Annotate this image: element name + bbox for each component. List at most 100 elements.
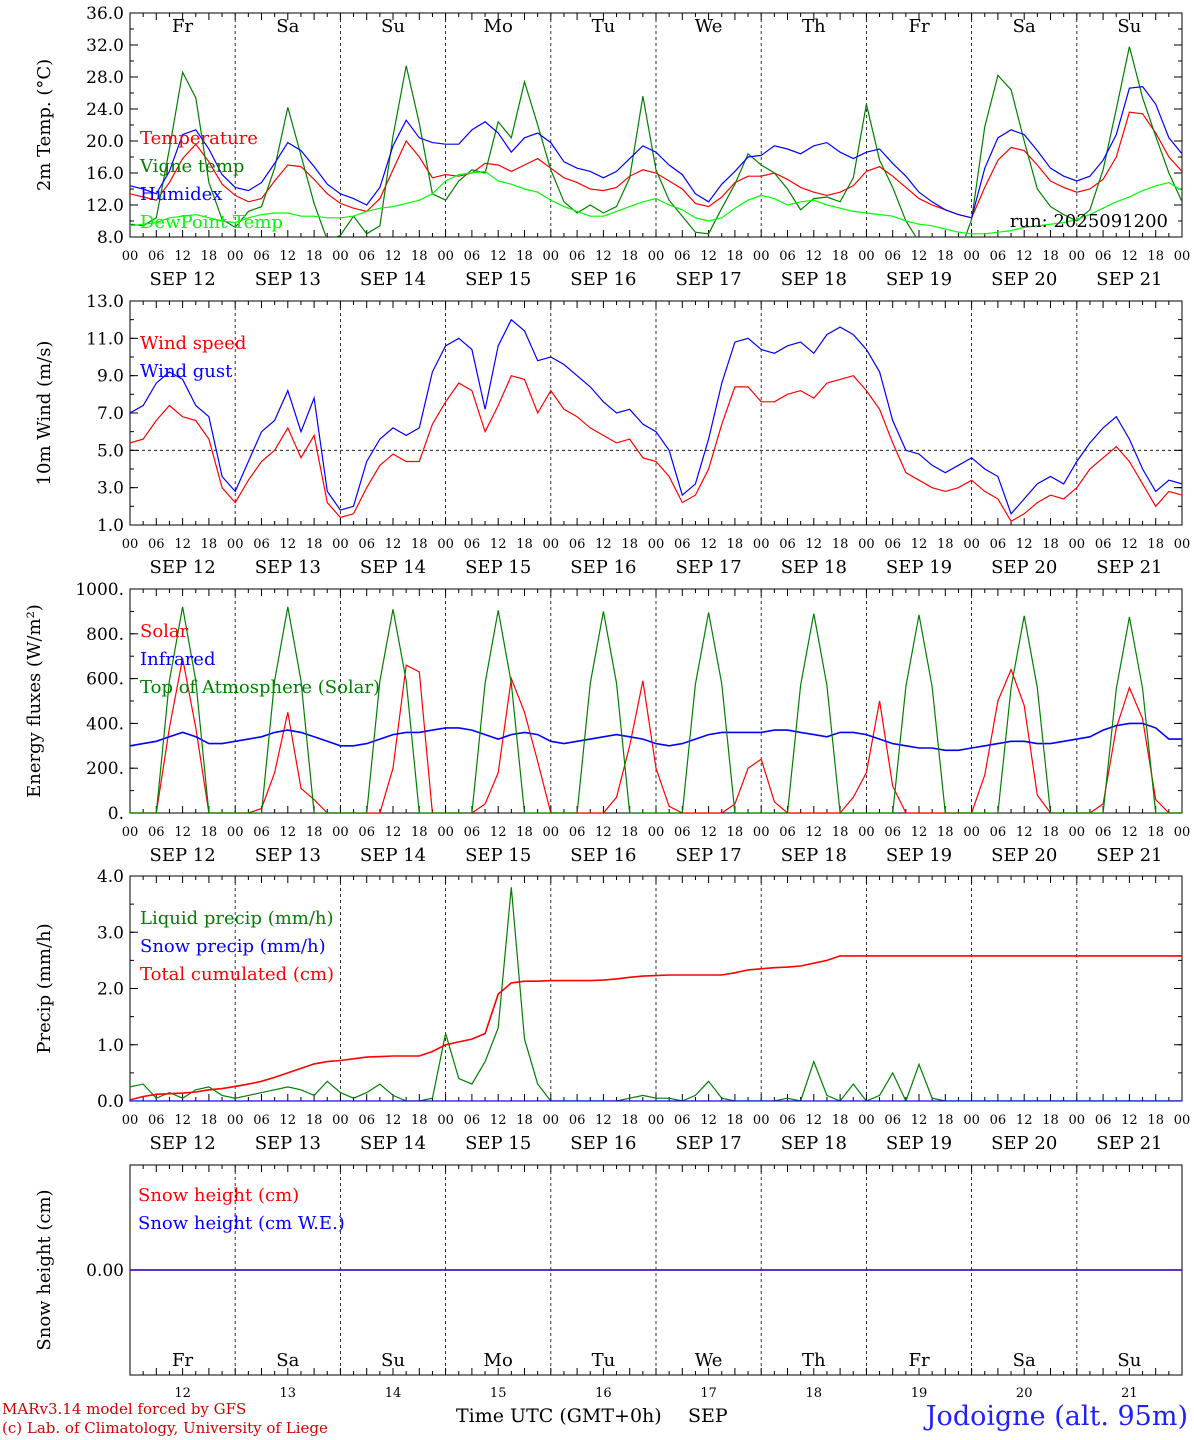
- day-of-week-label: Su: [381, 16, 405, 37]
- x-hour-label: 06: [1095, 825, 1112, 840]
- x-day-number-label: 18: [806, 1386, 823, 1401]
- x-hour-label: 12: [595, 825, 612, 840]
- x-date-label: SEP 15: [465, 269, 531, 290]
- series-line-humidex: [130, 85, 1182, 219]
- day-of-week-label: Mo: [484, 16, 513, 37]
- x-hour-label: 12: [595, 249, 612, 264]
- x-hour-label: 00: [858, 537, 875, 552]
- y-tick-label: 36.0: [86, 4, 124, 24]
- x-hour-label: 00: [437, 537, 454, 552]
- day-of-week-label: Su: [1117, 16, 1141, 37]
- x-hour-label: 00: [332, 537, 349, 552]
- x-hour-label: 00: [227, 249, 244, 264]
- x-hour-label: 12: [700, 249, 717, 264]
- x-hour-label: 00: [753, 1113, 770, 1128]
- x-hour-label: 18: [516, 1113, 533, 1128]
- x-date-label: SEP 20: [991, 1133, 1057, 1154]
- model-credit: MARv3.14 model forced by GFS: [2, 1400, 247, 1418]
- legend-entry: DewPoint Temp: [140, 212, 283, 233]
- x-hour-label: 18: [201, 1113, 218, 1128]
- x-hour-label: 12: [280, 249, 297, 264]
- x-hour-label: 06: [990, 537, 1007, 552]
- x-hour-label: 12: [700, 825, 717, 840]
- y-tick-label: 8.0: [97, 228, 124, 248]
- x-hour-label: 18: [832, 825, 849, 840]
- x-date-label: SEP 19: [886, 269, 952, 290]
- x-hour-label: 00: [543, 537, 560, 552]
- x-date-label: SEP 12: [149, 845, 215, 866]
- x-date-label: SEP 13: [255, 269, 321, 290]
- series-line-top-of-atmosphere-solar-: [130, 606, 1182, 813]
- x-hour-label: 06: [148, 1113, 165, 1128]
- x-date-label: SEP 18: [781, 845, 847, 866]
- x-hour-label: 06: [148, 537, 165, 552]
- legend-entry: Solar: [140, 621, 189, 642]
- x-hour-label: 06: [358, 537, 375, 552]
- x-hour-label: 18: [411, 1113, 428, 1128]
- x-date-label: SEP 17: [675, 269, 741, 290]
- x-hour-label: 06: [569, 537, 586, 552]
- x-hour-label: 06: [779, 1113, 796, 1128]
- x-hour-label: 00: [437, 1113, 454, 1128]
- x-hour-label: 12: [174, 537, 191, 552]
- y-axis-label: 2m Temp. (°C): [34, 59, 55, 191]
- x-hour-label: 12: [385, 249, 402, 264]
- x-hour-label: 18: [621, 249, 638, 264]
- x-day-number-label: 16: [595, 1386, 612, 1401]
- panel-2: 1.0 3.0 5.0 7.0 9.0 11.0 13.0 10m Wind (m/s) Win…: [34, 292, 1190, 578]
- x-hour-label: 06: [674, 1113, 691, 1128]
- x-hour-label: 06: [464, 825, 481, 840]
- x-day-number-label: 12: [174, 1386, 191, 1401]
- x-hour-label: 12: [174, 1113, 191, 1128]
- legend-entry: Infrared: [140, 649, 215, 670]
- x-hour-label: 06: [990, 249, 1007, 264]
- x-hour-label: 18: [516, 825, 533, 840]
- x-hour-label: 00: [858, 249, 875, 264]
- x-date-label: SEP 17: [675, 1133, 741, 1154]
- x-hour-label: 12: [1121, 825, 1138, 840]
- legend-entry: Humidex: [140, 184, 222, 205]
- x-hour-label: 12: [1121, 1113, 1138, 1128]
- x-hour-label: 06: [358, 825, 375, 840]
- x-hour-label: 12: [595, 1113, 612, 1128]
- y-tick-label: 32.0: [86, 36, 124, 56]
- x-hour-label: 12: [911, 825, 928, 840]
- x-date-label: SEP 21: [1096, 1133, 1162, 1154]
- x-hour-label: 00: [122, 537, 139, 552]
- x-hour-label: 00: [753, 825, 770, 840]
- x-hour-label: 00: [543, 825, 560, 840]
- x-hour-label: 06: [569, 825, 586, 840]
- y-axis-label: 10m Wind (m/s): [34, 341, 55, 486]
- x-hour-label: 06: [464, 537, 481, 552]
- day-of-week-label: Sa: [1013, 16, 1036, 37]
- y-tick-label: 20.0: [86, 132, 124, 152]
- y-tick-label: 9.0: [97, 367, 124, 387]
- x-date-label: SEP 14: [360, 845, 426, 866]
- x-hour-label: 18: [201, 825, 218, 840]
- series-line-liquid-precip-mm-h-: [130, 887, 1182, 1101]
- day-of-week-label: We: [695, 1350, 723, 1371]
- x-date-label: SEP 12: [149, 269, 215, 290]
- x-hour-label: 18: [201, 249, 218, 264]
- x-hour-label: 12: [490, 537, 507, 552]
- y-tick-label: 16.0: [86, 164, 124, 184]
- x-date-label: SEP 20: [991, 269, 1057, 290]
- x-hour-label: 00: [963, 1113, 980, 1128]
- x-hour-label: 06: [148, 249, 165, 264]
- x-hour-label: 18: [1042, 537, 1059, 552]
- y-tick-label: 1000.: [75, 580, 124, 600]
- y-tick-label: 0.00: [86, 1261, 124, 1281]
- day-of-week-label: Sa: [276, 1350, 299, 1371]
- x-date-label: SEP 17: [675, 557, 741, 578]
- y-tick-label: 0.0: [97, 1092, 124, 1112]
- x-date-label: SEP 18: [781, 1133, 847, 1154]
- x-hour-label: 12: [385, 825, 402, 840]
- x-hour-label: 12: [1016, 537, 1033, 552]
- y-tick-label: 13.0: [86, 292, 124, 312]
- x-date-label: SEP 17: [675, 845, 741, 866]
- series-line-vigne-temp: [130, 46, 1182, 237]
- y-tick-label: 1.0: [97, 516, 124, 536]
- y-tick-label: 28.0: [86, 68, 124, 88]
- x-hour-label: 12: [806, 249, 823, 264]
- x-hour-label: 18: [1147, 537, 1164, 552]
